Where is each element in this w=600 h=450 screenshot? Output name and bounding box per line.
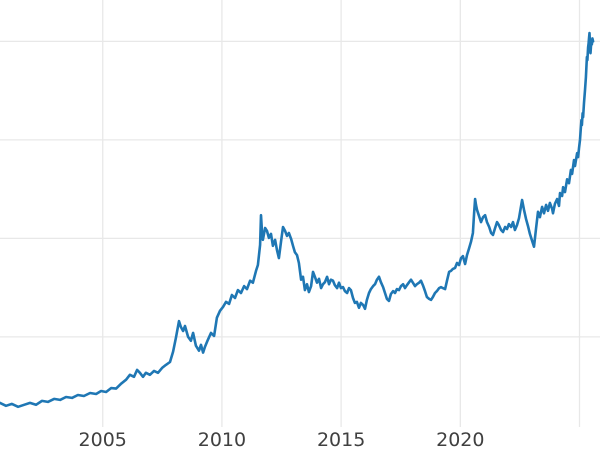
price-line-series: [0, 31, 595, 409]
x-tick-label: 2020: [436, 429, 484, 450]
x-tick-label: 2015: [317, 429, 365, 450]
x-tick-label: 2005: [79, 429, 127, 450]
x-tick-label: 2010: [198, 429, 246, 450]
